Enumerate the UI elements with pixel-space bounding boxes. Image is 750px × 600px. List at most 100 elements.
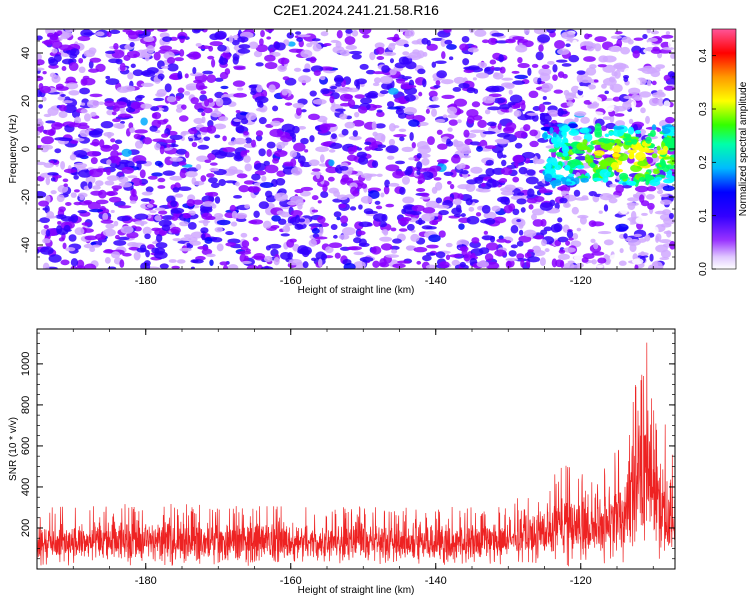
heatmap-cell bbox=[319, 75, 326, 81]
heatmap-cell bbox=[222, 264, 229, 269]
heatmap-cell bbox=[573, 189, 581, 197]
heatmap-cell bbox=[42, 238, 51, 244]
heatmap-cell bbox=[56, 30, 63, 36]
heatmap-cell bbox=[277, 131, 291, 138]
spectrogram-x-axis-label: Height of straight line (km) bbox=[298, 285, 415, 296]
heatmap-cell bbox=[665, 116, 675, 124]
heatmap-cell bbox=[232, 80, 246, 87]
heatmap-cell bbox=[50, 190, 57, 195]
heatmap-cell bbox=[290, 209, 303, 217]
heatmap-cell bbox=[334, 108, 346, 112]
heatmap-cell bbox=[174, 193, 184, 198]
heatmap-cell bbox=[375, 46, 385, 55]
heatmap-cell bbox=[105, 223, 115, 229]
heatmap-cell bbox=[48, 254, 62, 263]
heatmap-cell bbox=[469, 241, 481, 249]
heatmap-cell-bright bbox=[634, 129, 642, 135]
heatmap-cell bbox=[614, 31, 623, 35]
spectrogram-y-tick-label: 0 bbox=[20, 146, 32, 152]
heatmap-cell bbox=[434, 212, 439, 217]
heatmap-cell bbox=[227, 264, 239, 269]
heatmap-cell bbox=[433, 177, 442, 181]
heatmap-cell bbox=[253, 162, 267, 171]
heatmap-cell bbox=[359, 63, 369, 70]
heatmap-cell bbox=[579, 76, 592, 84]
heatmap-cell bbox=[316, 171, 321, 180]
spectrogram-y-tick-label: 40 bbox=[20, 47, 32, 59]
heatmap-cell-bright bbox=[540, 126, 551, 131]
heatmap-cell bbox=[436, 129, 443, 135]
heatmap-cell bbox=[78, 169, 92, 178]
heatmap-cell bbox=[388, 123, 396, 132]
heatmap-cell bbox=[638, 91, 652, 98]
heatmap-cell bbox=[379, 258, 387, 267]
heatmap-cell bbox=[634, 185, 649, 193]
heatmap-cell bbox=[572, 135, 582, 141]
heatmap-cell bbox=[264, 61, 278, 70]
heatmap-cell bbox=[142, 137, 153, 145]
spectrogram-x-tick-label: -160 bbox=[280, 275, 302, 287]
heatmap-cell bbox=[512, 208, 520, 216]
heatmap-cell bbox=[179, 221, 190, 227]
heatmap-cell bbox=[557, 108, 564, 117]
heatmap-cell bbox=[512, 80, 526, 85]
heatmap-cell bbox=[386, 101, 395, 108]
heatmap-cell bbox=[615, 184, 624, 194]
heatmap-cell bbox=[576, 70, 586, 75]
heatmap-cell bbox=[184, 73, 189, 79]
heatmap-cell bbox=[633, 233, 643, 238]
heatmap-cell bbox=[207, 191, 219, 197]
heatmap-cell bbox=[587, 84, 596, 90]
heatmap-cell bbox=[365, 69, 376, 75]
heatmap-cell bbox=[386, 155, 395, 160]
heatmap-cell bbox=[162, 139, 177, 144]
heatmap-cell bbox=[197, 134, 202, 138]
heatmap-cell bbox=[541, 64, 550, 70]
heatmap-cell bbox=[373, 213, 387, 222]
heatmap-cell bbox=[393, 125, 400, 129]
heatmap-cell-bright bbox=[599, 168, 611, 178]
heatmap-cell bbox=[325, 246, 334, 254]
heatmap-cell bbox=[225, 230, 234, 236]
heatmap-cell bbox=[255, 84, 263, 93]
heatmap-cell bbox=[528, 204, 534, 210]
heatmap-cell bbox=[541, 82, 554, 91]
heatmap-cell bbox=[202, 70, 214, 75]
heatmap-cell bbox=[591, 221, 605, 227]
heatmap-cell bbox=[645, 115, 650, 124]
heatmap-cell bbox=[516, 198, 527, 205]
heatmap-cell-bright bbox=[604, 133, 610, 138]
heatmap-cell bbox=[651, 92, 666, 98]
heatmap-cell bbox=[384, 179, 391, 188]
heatmap-cell bbox=[643, 85, 658, 89]
heatmap-cell bbox=[185, 170, 198, 178]
heatmap-cell bbox=[646, 29, 652, 34]
heatmap-cell-bright bbox=[635, 151, 646, 161]
heatmap-cell bbox=[95, 31, 105, 37]
heatmap-cell bbox=[529, 129, 538, 137]
heatmap-cell bbox=[189, 72, 204, 77]
heatmap-cell bbox=[79, 129, 90, 138]
heatmap-cell bbox=[100, 219, 114, 224]
heatmap-cell-bright bbox=[576, 164, 585, 170]
heatmap-cell bbox=[207, 55, 215, 60]
heatmap-cell bbox=[453, 140, 464, 148]
heatmap-cell bbox=[228, 35, 234, 43]
heatmap-cell bbox=[339, 102, 352, 107]
heatmap-cell bbox=[518, 166, 528, 175]
heatmap-cell bbox=[175, 95, 181, 101]
heatmap-cell bbox=[42, 262, 50, 269]
heatmap-cell bbox=[580, 116, 590, 124]
heatmap-cell bbox=[351, 53, 362, 60]
heatmap-cell bbox=[180, 104, 187, 110]
heatmap-cell bbox=[389, 58, 394, 64]
heatmap-cell bbox=[351, 29, 359, 37]
heatmap-cell bbox=[445, 254, 451, 261]
heatmap-cell bbox=[368, 190, 380, 199]
heatmap-cell bbox=[371, 160, 379, 169]
heatmap-cell bbox=[145, 29, 155, 32]
heatmap-cell bbox=[517, 192, 525, 197]
heatmap-cell bbox=[186, 198, 195, 207]
heatmap-cell bbox=[589, 96, 602, 104]
heatmap-cell bbox=[227, 141, 236, 146]
